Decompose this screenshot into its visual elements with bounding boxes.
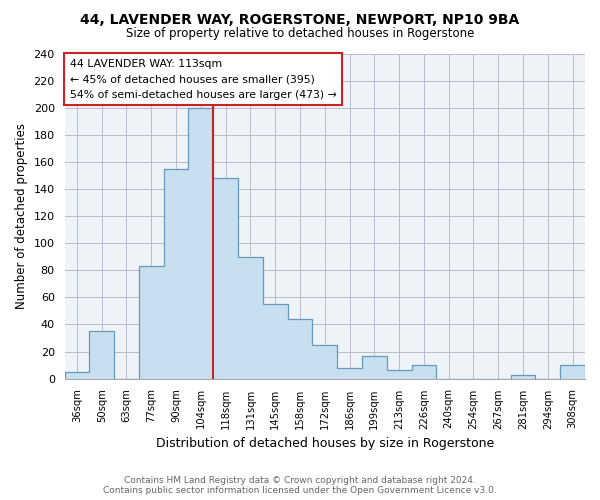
X-axis label: Distribution of detached houses by size in Rogerstone: Distribution of detached houses by size … (155, 437, 494, 450)
Text: Size of property relative to detached houses in Rogerstone: Size of property relative to detached ho… (126, 28, 474, 40)
Text: Contains HM Land Registry data © Crown copyright and database right 2024.
Contai: Contains HM Land Registry data © Crown c… (103, 476, 497, 495)
Y-axis label: Number of detached properties: Number of detached properties (15, 124, 28, 310)
Text: 44, LAVENDER WAY, ROGERSTONE, NEWPORT, NP10 9BA: 44, LAVENDER WAY, ROGERSTONE, NEWPORT, N… (80, 12, 520, 26)
Text: 44 LAVENDER WAY: 113sqm
← 45% of detached houses are smaller (395)
54% of semi-d: 44 LAVENDER WAY: 113sqm ← 45% of detache… (70, 59, 337, 100)
